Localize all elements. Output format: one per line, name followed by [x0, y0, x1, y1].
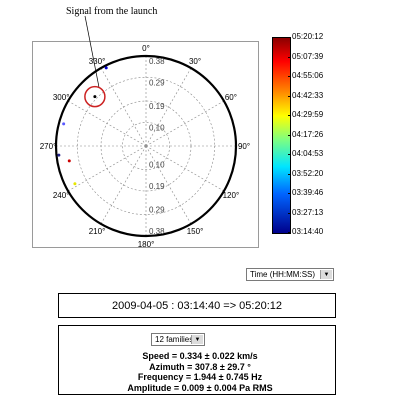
colorbar-tick-label: 04:29:59 [287, 110, 324, 119]
colorbar-tick-label: 04:55:06 [287, 71, 324, 80]
polar-spoke [100, 145, 147, 225]
radius-tick-label: 0.10 [149, 161, 165, 170]
radius-tick-label: 0.38 [149, 57, 165, 66]
polar-spoke [145, 67, 192, 147]
data-point [62, 122, 66, 126]
data-point [67, 159, 71, 163]
colorbar-tick-label: 04:04:53 [287, 149, 324, 158]
angle-tick-label: 240° [53, 191, 70, 200]
polar-spoke [145, 145, 225, 192]
angle-tick-label: 150° [187, 227, 204, 236]
polar-spoke [145, 145, 192, 225]
colorbar-tick-label: 05:07:39 [287, 51, 324, 61]
chevron-down-icon[interactable]: ▼ [320, 270, 332, 279]
radius-tick-label: 0.29 [149, 206, 165, 215]
angle-tick-label: 0° [142, 44, 150, 53]
angle-tick-label: 210° [89, 227, 106, 236]
angle-tick-label: 330° [89, 57, 106, 66]
data-point [57, 153, 61, 157]
azimuth-stat: Azimuth = 307.8 ± 29.7 ° [149, 361, 251, 372]
angle-tick-label: 300° [53, 93, 70, 102]
chevron-down-icon[interactable]: ▼ [191, 335, 203, 344]
angle-tick-label: 120° [223, 191, 240, 200]
time-range-box: 2009-04-05 : 03:14:40 => 05:20:12 [58, 293, 336, 318]
radius-tick-label: 0.10 [149, 123, 165, 132]
results-panel [58, 325, 336, 395]
radius-tick-label: 0.19 [149, 182, 165, 191]
data-point [93, 95, 97, 99]
polar-ring [100, 100, 192, 192]
amplitude-stat: Amplitude = 0.009 ± 0.004 Pa RMS [127, 382, 273, 393]
annotation-arrow [84, 15, 100, 87]
data-point [73, 182, 77, 186]
data-point [104, 66, 108, 70]
polar-plot-frame: 0.10 0.19 0.29 0.38 0.10 0.19 0.29 0.38 0° 30° 60°… [32, 15, 259, 249]
frequency-stat: Frequency = 1.944 ± 0.745 Hz [137, 372, 263, 382]
annotation-label: Signal from the launch [66, 6, 158, 17]
colorbar-tick-label: 04:42:33 [287, 90, 324, 100]
polar-spoke [145, 100, 225, 147]
colorbar-tick-label: 05:20:12 [287, 32, 324, 41]
colorbar-tick-label: 04:17:26 [287, 129, 324, 139]
radius-tick-label: 0.29 [149, 78, 165, 87]
time-range-text: 2009-04-05 : 03:14:40 => 05:20:12 [111, 299, 283, 312]
speed-stat: Speed = 0.334 ± 0.022 km/s [142, 351, 258, 361]
polar-outer-ring [54, 54, 238, 238]
stats-block: Speed = 0.334 ± 0.022 km/s Azimuth = 307… [0, 351, 400, 393]
families-value: 12 families [155, 335, 194, 344]
radius-tick-label: 0.19 [149, 102, 165, 111]
polar-ring [122, 122, 170, 170]
angle-tick-label: 30° [189, 57, 201, 66]
colorbar-tick-label: 03:39:46 [287, 188, 324, 197]
colorbar-tick-label: 03:14:40 [287, 227, 324, 236]
families-dropdown[interactable]: 12 families ▼ [151, 333, 205, 346]
radius-tick-label: 0.38 [149, 227, 165, 236]
angle-tick-label: 90° [238, 142, 250, 151]
angle-tick-label: 270° [40, 142, 57, 151]
highlight-circle [84, 85, 106, 108]
angle-tick-label: 180° [138, 240, 155, 249]
colorbar-tick-label: 03:27:13 [287, 207, 324, 217]
angle-tick-label: 60° [225, 93, 237, 102]
time-colorbar [272, 37, 291, 234]
time-format-value: Time (HH:MM:SS) [250, 270, 316, 279]
polar-plot: 0.10 0.19 0.29 0.38 0.10 0.19 0.29 0.38 0° 30° 60°… [40, 15, 250, 249]
colorbar-tick-label: 03:52:20 [287, 168, 324, 178]
time-format-dropdown[interactable]: Time (HH:MM:SS) ▼ [246, 268, 334, 281]
polar-ring [77, 77, 215, 215]
colorbar-tick-labels: 05:20:12 05:07:39 04:55:06 04:42:33 04:29:59… [287, 30, 340, 240]
